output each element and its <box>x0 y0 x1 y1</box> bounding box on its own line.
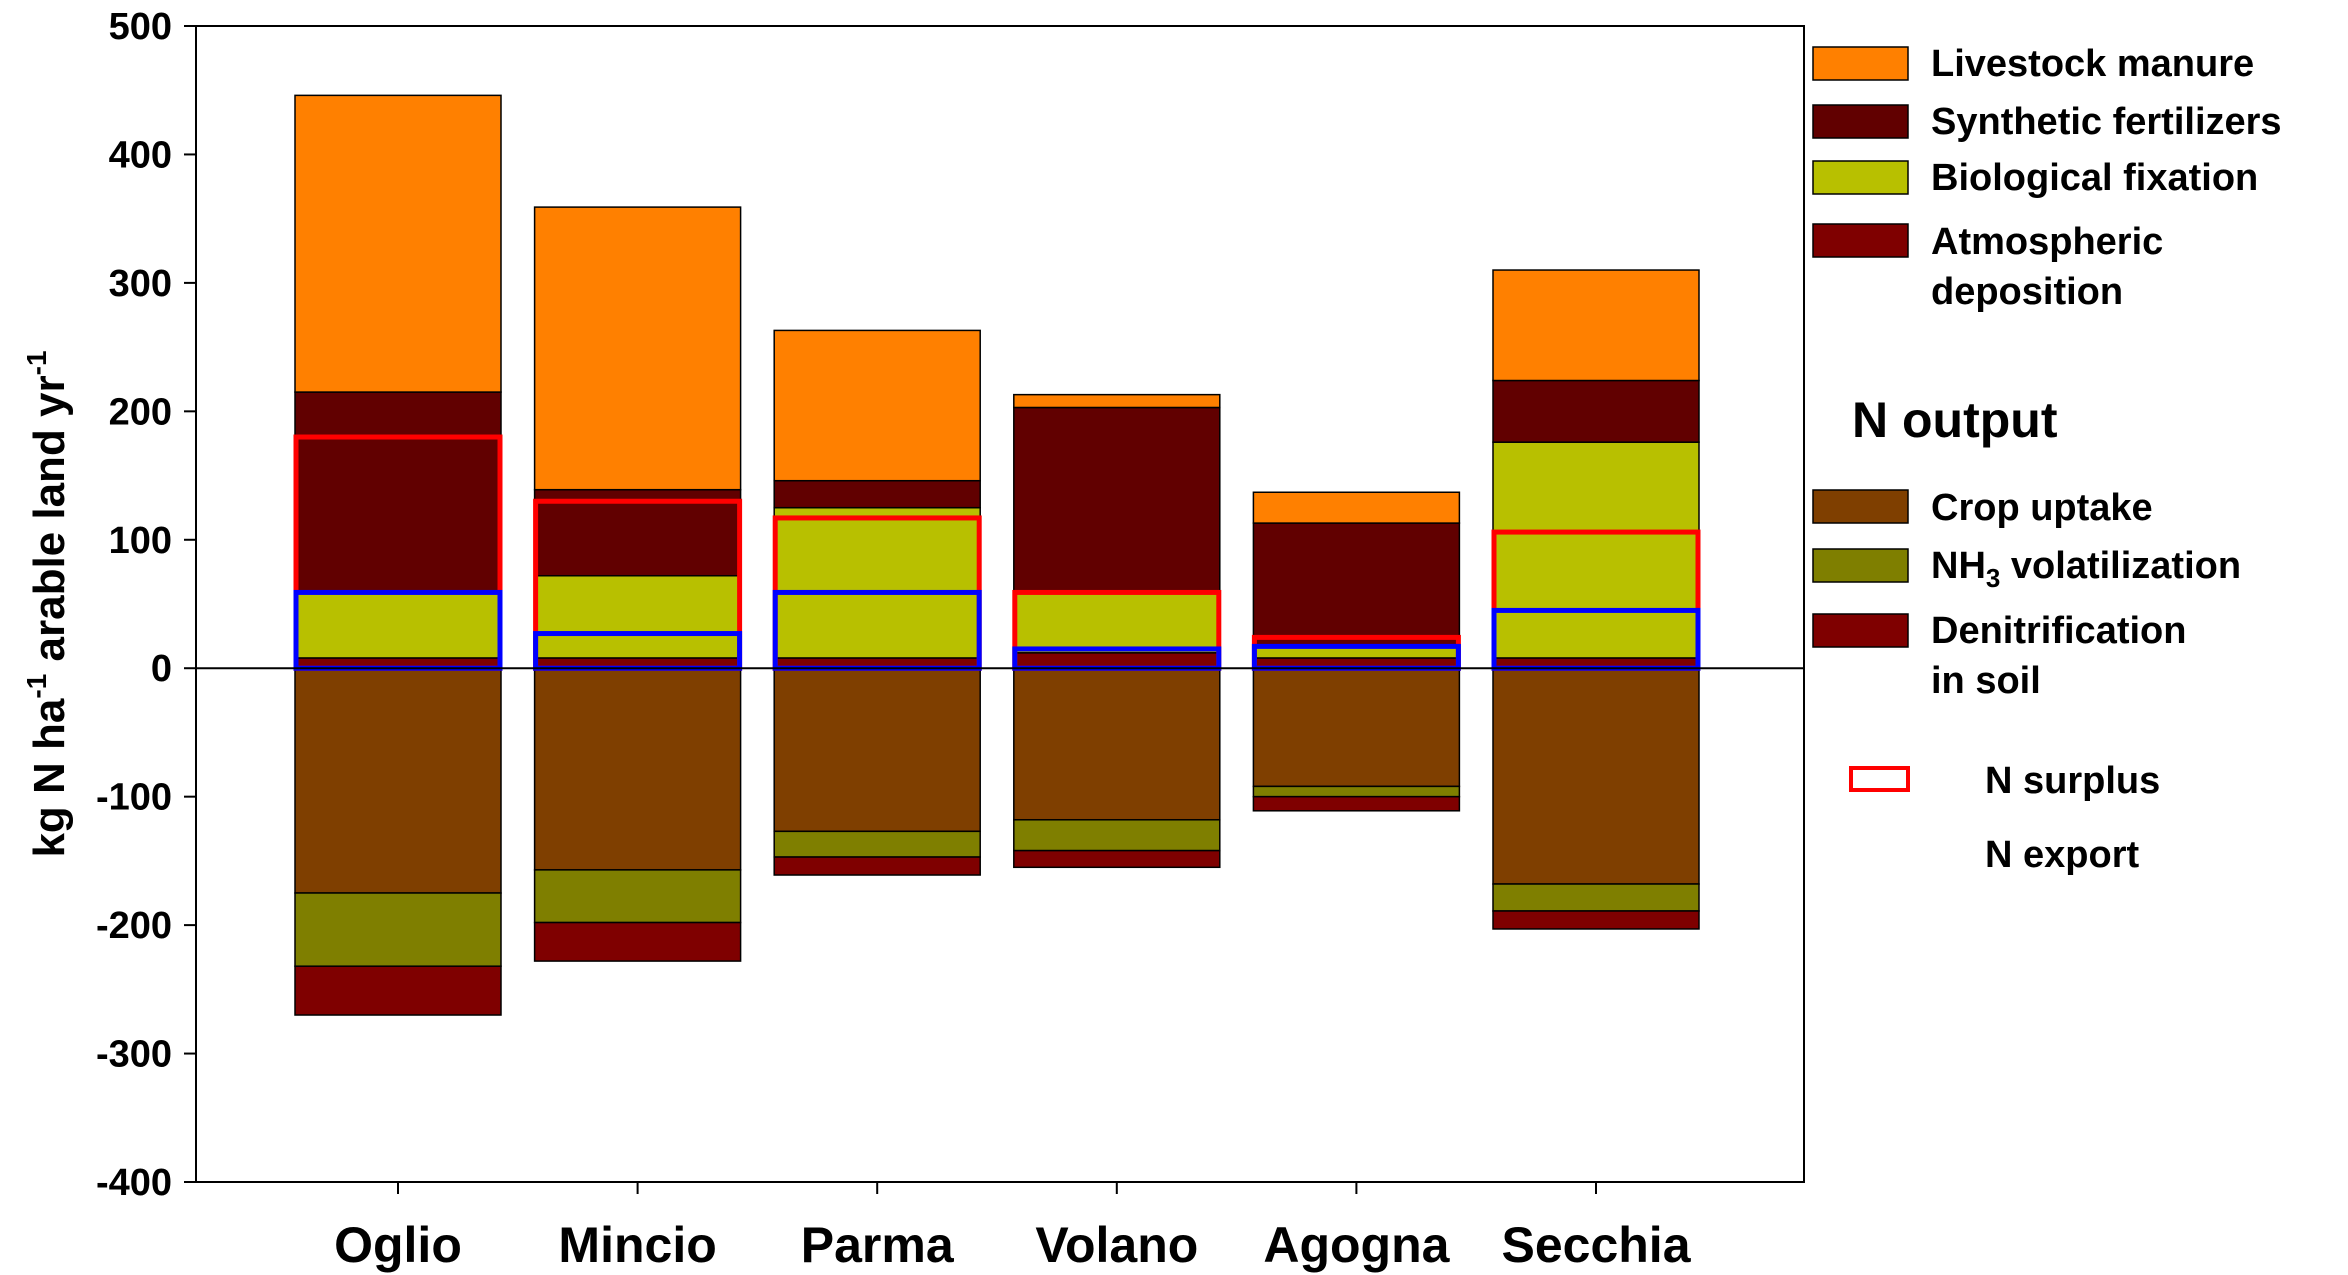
y-tick-label: 200 <box>109 391 172 433</box>
bar-denitrification-in-soil-oglio <box>294 965 502 1016</box>
bar-denitrification-in-soil-secchia <box>1492 910 1700 930</box>
bar-livestock-manure-oglio <box>294 94 502 393</box>
bar-livestock-manure-parma <box>773 329 981 482</box>
x-category-label-volano: Volano <box>1035 1217 1198 1273</box>
bar-synthetic-fertilizers-agogna <box>1252 522 1461 646</box>
legend-label-atmospheric: Atmospheric <box>1931 221 2163 263</box>
legend-label-nh3-volatilization: NH3 volatilization <box>1931 545 2241 593</box>
bar-nh3-volatilization-oglio <box>294 892 502 967</box>
bar-biological-fixation-mincio <box>533 574 742 659</box>
x-category-label-oglio: Oglio <box>334 1217 462 1273</box>
legend-label-biological-fixation: Biological fixation <box>1931 157 2258 199</box>
legend-swatch-n-surplus <box>1849 766 1910 792</box>
legend-label-n-export: N export <box>1985 834 2139 876</box>
bar-biological-fixation-volano <box>1013 590 1221 654</box>
y-tick-label: -300 <box>96 1034 172 1076</box>
bar-livestock-manure-secchia <box>1492 269 1700 382</box>
y-tick-label: 500 <box>109 6 172 48</box>
legend-label-livestock-manure: Livestock manure <box>1931 43 2254 85</box>
legend-label-crop-uptake: Crop uptake <box>1931 487 2153 529</box>
bar-nh3-volatilization-mincio <box>533 869 742 924</box>
y-tick-label: -400 <box>96 1162 172 1204</box>
x-category-label-agogna: Agogna <box>1263 1217 1450 1273</box>
y-axis-label-main: kg N ha <box>25 698 74 857</box>
legend-swatch-atmospheric-deposition <box>1812 223 1909 258</box>
bar-synthetic-fertilizers-secchia <box>1492 379 1700 443</box>
y-axis-label-sup2: -1 <box>21 350 52 375</box>
y-tick-label: 0 <box>151 648 172 690</box>
bar-denitrification-in-soil-mincio <box>533 921 742 962</box>
legend: Livestock manure Synthetic fertilizers B… <box>1812 43 2282 876</box>
legend-swatch-crop-uptake <box>1812 489 1909 524</box>
x-category-label-parma: Parma <box>801 1217 955 1273</box>
plot-area-frame <box>195 25 1805 1183</box>
legend-label-nh3-rest: volatilization <box>2000 545 2241 587</box>
bar-crop-uptake-mincio <box>533 667 742 871</box>
surplus-export-outlines <box>293 434 1701 671</box>
bar-synthetic-fertilizers-parma <box>773 479 981 509</box>
bar-denitrification-in-soil-volano <box>1013 849 1221 869</box>
bar-livestock-manure-mincio <box>533 206 742 491</box>
bar-crop-uptake-agogna <box>1252 667 1461 788</box>
legend-label-denitrification: Denitrification <box>1931 610 2186 652</box>
y-axis-label-sup1: -1 <box>21 674 52 699</box>
y-tick-label: -100 <box>96 777 172 819</box>
bar-nh3-volatilization-secchia <box>1492 883 1700 912</box>
x-category-label-mincio: Mincio <box>558 1217 716 1273</box>
bar-crop-uptake-parma <box>773 667 981 833</box>
legend-label-deposition: deposition <box>1931 271 2123 313</box>
legend-label-nh3-main: NH <box>1931 545 1986 587</box>
y-tick-label: 300 <box>109 263 172 305</box>
x-axis: Oglio Mincio Parma Volano Agogna Secchia <box>334 1182 1692 1273</box>
bar-nh3-volatilization-volano <box>1013 819 1221 852</box>
legend-label-synthetic-fertilizers: Synthetic fertilizers <box>1931 101 2282 143</box>
bar-denitrification-in-soil-parma <box>773 856 981 876</box>
bar-crop-uptake-volano <box>1013 667 1221 821</box>
bar-crop-uptake-secchia <box>1492 667 1700 885</box>
bar-crop-uptake-oglio <box>294 667 502 894</box>
legend-label-nh3-sub: 3 <box>1986 563 2000 593</box>
bar-synthetic-fertilizers-oglio <box>294 391 502 592</box>
y-axis-label: kg N ha-1 arable land yr-1 <box>21 350 74 857</box>
y-axis: 500 400 300 200 100 0 -100 -200 -300 -400 <box>96 6 196 1204</box>
bar-synthetic-fertilizers-volano <box>1013 406 1221 592</box>
bar-biological-fixation-parma <box>773 506 981 659</box>
legend-output-title: N output <box>1852 392 2058 448</box>
legend-swatch-synthetic-fertilizers <box>1812 104 1909 139</box>
legend-swatch-denitrification <box>1812 613 1909 648</box>
x-category-label-secchia: Secchia <box>1501 1217 1691 1273</box>
y-tick-label: -200 <box>96 905 172 947</box>
bar-stacks <box>294 94 1700 1016</box>
bar-nh3-volatilization-parma <box>773 830 981 858</box>
bar-livestock-manure-agogna <box>1252 491 1461 524</box>
y-tick-label: 100 <box>109 520 172 562</box>
bar-biological-fixation-secchia <box>1492 441 1700 659</box>
legend-swatch-nh3-volatilization <box>1812 548 1909 583</box>
bar-livestock-manure-volano <box>1013 393 1221 409</box>
bar-nh3-volatilization-agogna <box>1252 785 1461 798</box>
legend-label-n-surplus: N surplus <box>1985 760 2160 802</box>
legend-swatch-livestock-manure <box>1812 46 1909 81</box>
y-axis-label-mid: arable land yr <box>25 375 74 673</box>
y-tick-label: 400 <box>109 134 172 176</box>
legend-swatch-biological-fixation <box>1812 160 1909 195</box>
bar-biological-fixation-oglio <box>294 590 502 659</box>
legend-label-in-soil: in soil <box>1931 660 2041 702</box>
bar-denitrification-in-soil-agogna <box>1252 795 1461 812</box>
